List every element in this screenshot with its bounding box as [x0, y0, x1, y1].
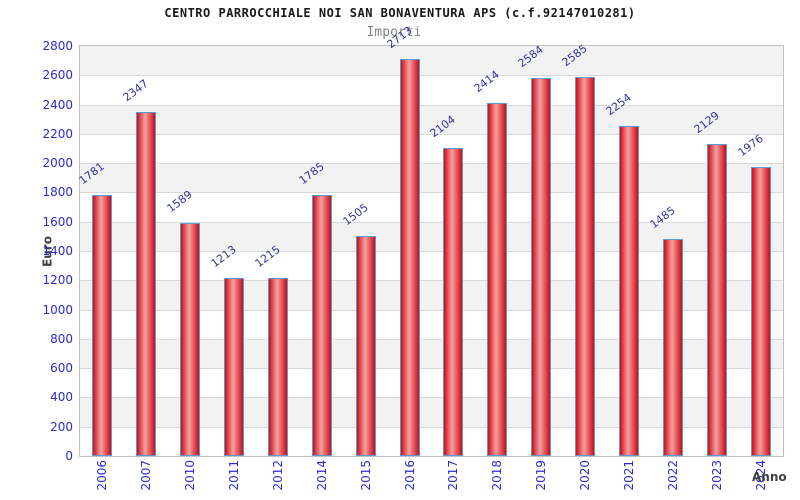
x-axis-title: Anno — [752, 470, 787, 484]
y-tick-label: 200 — [50, 419, 73, 434]
plot-band-white — [80, 75, 783, 105]
bar-2022 — [663, 238, 684, 456]
y-tick-label: 400 — [50, 390, 73, 405]
plot-band-white — [80, 192, 783, 222]
gridline — [80, 75, 783, 77]
x-tick-label: 2017 — [446, 460, 461, 491]
bar-2020 — [575, 77, 596, 456]
chart-title: CENTRO PARROCCHIALE NOI SAN BONAVENTURA … — [164, 6, 636, 20]
x-tick-label: 2022 — [666, 460, 681, 491]
bar-2024 — [751, 166, 772, 456]
gridline — [80, 426, 783, 428]
bar-2018 — [487, 102, 508, 456]
x-tick-label: 2010 — [182, 460, 197, 491]
y-tick-label: 1000 — [42, 302, 73, 317]
x-tick-label: 2014 — [314, 460, 329, 491]
x-tick-label: 2006 — [94, 460, 109, 491]
gridline — [80, 251, 783, 252]
x-tick-label: 2018 — [490, 460, 505, 491]
y-tick-label: 2400 — [42, 97, 73, 112]
plot-band-white — [80, 133, 783, 164]
x-tick-label: 2019 — [534, 460, 549, 491]
gridline — [80, 192, 783, 194]
chart-subtitle: Importi — [366, 25, 422, 40]
bar-2015 — [355, 235, 376, 456]
y-tick-label: 2000 — [42, 156, 73, 171]
y-tick-label: 600 — [50, 361, 73, 376]
y-tick-label: 800 — [50, 331, 73, 346]
x-tick-label: 2021 — [622, 460, 637, 491]
x-tick-label: 2023 — [710, 460, 725, 491]
bar-2019 — [531, 77, 552, 456]
gridline — [80, 133, 783, 135]
x-tick-label: 2012 — [270, 460, 285, 491]
y-tick-label: 2800 — [42, 39, 73, 53]
bar-2006 — [91, 195, 112, 456]
x-tick-label: 2011 — [226, 460, 241, 491]
gridline — [80, 163, 783, 165]
gridline — [80, 104, 783, 106]
bar-2016 — [399, 58, 420, 456]
bar-2012 — [267, 278, 288, 456]
y-tick-label: 1200 — [42, 273, 73, 288]
gridline — [80, 280, 783, 282]
plot-band-gray — [80, 104, 783, 134]
y-tick-label: 2600 — [42, 68, 73, 83]
gridline — [80, 397, 783, 399]
y-tick-label: 2200 — [42, 126, 73, 141]
x-tick-label: 2015 — [358, 460, 373, 491]
plot-area — [79, 45, 784, 457]
gridline — [80, 221, 783, 223]
y-tick-label: 1600 — [42, 214, 73, 229]
x-tick-label: 2020 — [578, 460, 593, 491]
plot-band-gray — [80, 46, 783, 76]
bar-2023 — [707, 144, 728, 456]
gridline — [80, 368, 783, 370]
bar-2021 — [619, 125, 640, 456]
bar-2010 — [179, 223, 200, 456]
y-tick-label: 1800 — [42, 185, 73, 200]
bar-2017 — [443, 147, 464, 456]
gridline — [80, 309, 783, 311]
x-tick-label: 2007 — [138, 460, 153, 491]
bar-2011 — [223, 278, 244, 456]
y-tick-label: 0 — [65, 449, 73, 463]
bar-2014 — [311, 194, 332, 456]
bar-2007 — [135, 112, 156, 456]
y-tick-label: 1400 — [42, 244, 73, 258]
x-tick-label: 2016 — [402, 460, 417, 491]
gridline — [80, 338, 783, 340]
plot-band-gray — [80, 163, 783, 193]
